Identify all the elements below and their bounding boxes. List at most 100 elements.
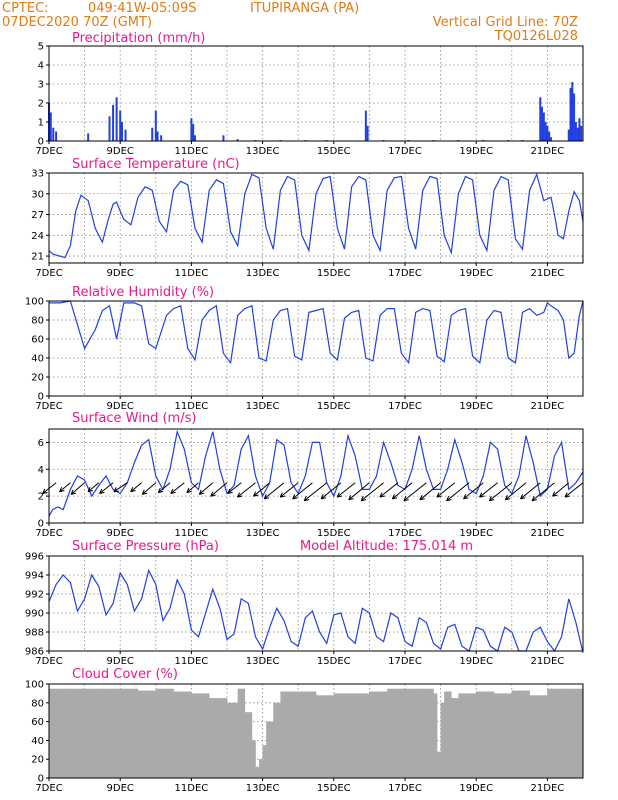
- y-tick-label: 0: [38, 774, 44, 785]
- x-tick-label: 19DEC: [459, 656, 493, 667]
- y-tick-label: 2: [38, 492, 44, 503]
- cloud-bar: [333, 693, 352, 778]
- panel-temp: 21 24 27 30 33 7DEC 9DEC 11DEC 13DEC 15DEC 17DEC 19…: [31, 157, 584, 279]
- wind-arrowhead: [504, 495, 511, 501]
- wind-vector: [253, 482, 271, 497]
- precip-bar: [578, 118, 581, 141]
- y-tick-label: 990: [25, 609, 44, 620]
- x-tick-label: 21DEC: [531, 783, 565, 794]
- precip-bar: [573, 93, 576, 141]
- x-tick-label: 9DEC: [107, 783, 134, 794]
- x-tick-label: 15DEC: [317, 656, 351, 667]
- wind-vector: [87, 482, 100, 493]
- y-tick-label: 994: [25, 571, 44, 582]
- cloud-bar: [451, 698, 459, 778]
- wind-vector: [360, 482, 384, 502]
- precip-bar: [52, 127, 55, 141]
- precip-bar: [192, 123, 195, 141]
- x-tick-label: 15DEC: [317, 146, 351, 157]
- wind-vector: [336, 482, 356, 498]
- cloud-bar: [84, 688, 103, 778]
- header-source: CPTEC:: [2, 1, 49, 16]
- wind-arrowhead: [237, 492, 243, 498]
- y-tick-label: 100: [25, 297, 44, 308]
- x-tick-label: 13DEC: [246, 783, 280, 794]
- y-tick-label: 992: [25, 590, 44, 601]
- x-tick-label: 15DEC: [317, 268, 351, 279]
- precip-bar: [119, 110, 122, 141]
- cloud-bar: [138, 690, 157, 778]
- header-location: ITUPIRANGA (PA): [250, 1, 359, 16]
- cloud-bar: [511, 690, 530, 778]
- wind-arrowhead: [446, 495, 452, 502]
- cloud-bar: [529, 695, 548, 778]
- y-tick-label: 100: [25, 680, 44, 691]
- wind-vector: [505, 482, 527, 501]
- wind-vector: [113, 482, 128, 493]
- press-series-line: [48, 568, 584, 654]
- wind-vector: [348, 482, 370, 501]
- precip-bar: [541, 106, 544, 141]
- wind-arrowhead: [279, 492, 286, 498]
- wind-series-line: [48, 429, 584, 517]
- wind-arrowhead: [391, 494, 398, 500]
- y-tick-label: 986: [25, 647, 44, 658]
- x-tick-label: 19DEC: [459, 146, 493, 157]
- precip-bar: [539, 97, 542, 141]
- wind-arrowhead: [552, 491, 558, 497]
- wind-arrowhead: [463, 494, 469, 500]
- wind-arrowhead: [130, 486, 136, 493]
- temp-series-line: [48, 172, 584, 259]
- cloud-bar: [155, 688, 174, 778]
- x-tick-label: 15DEC: [317, 528, 351, 539]
- x-tick-label: 21DEC: [531, 268, 565, 279]
- y-tick-label: 40: [31, 736, 44, 747]
- y-tick-label: 0: [38, 519, 44, 530]
- y-tick-label: 27: [31, 210, 44, 221]
- wind-vector: [198, 482, 214, 495]
- cloud-bar: [173, 691, 192, 778]
- cloud-bar: [351, 693, 370, 778]
- panel-title-wind: Surface Wind (m/s): [72, 411, 196, 426]
- rh-series-line: [49, 300, 584, 365]
- wind-arrowhead: [379, 492, 385, 498]
- panel-title-cloud: Cloud Cover (%): [72, 667, 178, 682]
- wind-arrowhead: [360, 495, 367, 502]
- wind-vector: [379, 482, 399, 498]
- header-model: TQ0126L028: [494, 29, 578, 44]
- x-tick-label: 13DEC: [246, 401, 280, 412]
- panel-title-temp: Surface Temperature (nC): [72, 157, 240, 172]
- precip-bar: [567, 129, 570, 141]
- wind-vector: [141, 482, 157, 495]
- wind-arrowhead: [186, 487, 192, 494]
- precip-bar: [156, 131, 159, 141]
- wind-vector: [186, 482, 199, 493]
- cloud-bar: [191, 693, 210, 778]
- y-tick-label: 5: [38, 42, 44, 53]
- wind-vector: [552, 482, 570, 497]
- precip-bar: [366, 125, 369, 141]
- precip-bar: [580, 125, 583, 141]
- precip-bar: [124, 129, 127, 141]
- x-tick-label: 17DEC: [388, 656, 422, 667]
- precip-bar: [193, 135, 196, 141]
- cloud-bar: [255, 766, 260, 778]
- y-tick-label: 6: [38, 438, 44, 449]
- precip-bar: [87, 133, 90, 141]
- wind-arrowhead: [170, 488, 176, 495]
- wind-arrowhead: [419, 495, 425, 501]
- wind-vector: [237, 482, 256, 498]
- wind-vector: [446, 482, 470, 502]
- x-tick-label: 11DEC: [175, 528, 209, 539]
- y-tick-label: 1: [38, 118, 44, 129]
- cloud-bar: [49, 688, 68, 778]
- wind-arrowhead: [564, 492, 570, 498]
- precip-bar: [222, 135, 225, 141]
- panel-press: 986 988 990 992 994 996 7DEC 9DEC 11DEC 13DEC 15DE…: [25, 539, 584, 667]
- cloud-bar: [273, 702, 281, 778]
- x-tick-label: 21DEC: [531, 528, 565, 539]
- panel-title-precip: Precipitation (mm/h): [72, 31, 205, 46]
- wind-vector: [292, 482, 313, 500]
- cloud-bar: [565, 688, 584, 778]
- x-tick-label: 9DEC: [107, 401, 134, 412]
